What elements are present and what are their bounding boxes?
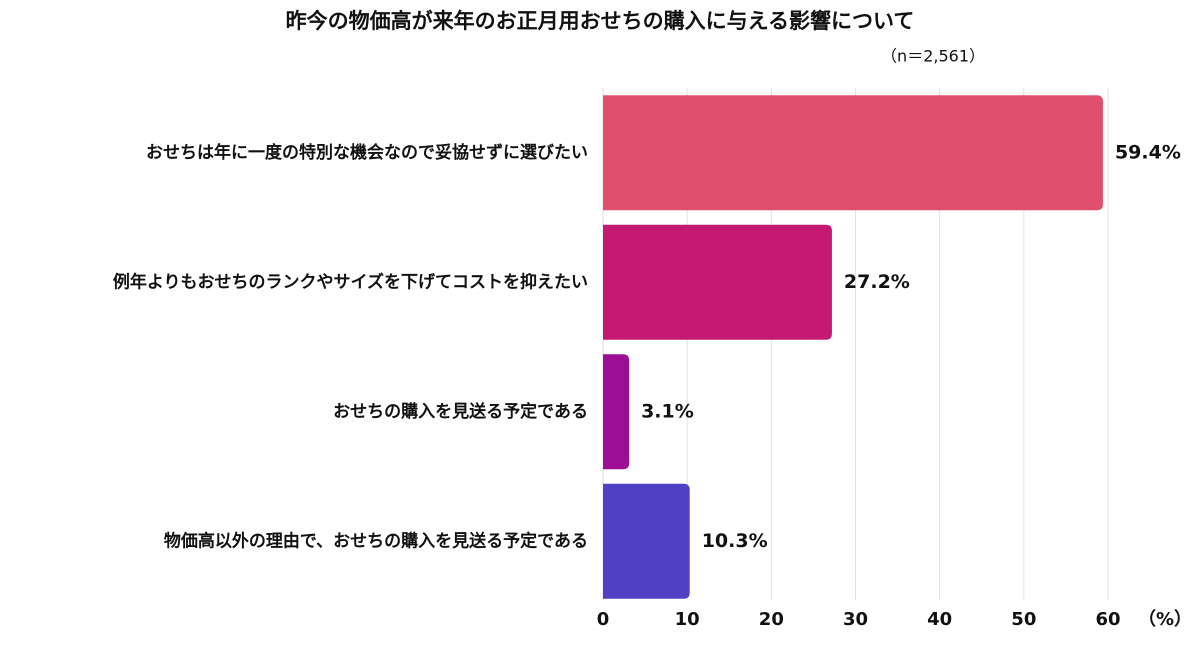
y-tick-label: おせちの購入を見送る予定である xyxy=(333,401,588,422)
value-label: 3.1% xyxy=(641,400,694,422)
bar xyxy=(603,354,630,470)
value-label: 10.3% xyxy=(702,530,768,552)
x-tick-label: 0 xyxy=(597,609,610,630)
x-tick-label: 60 xyxy=(1095,609,1120,630)
bar xyxy=(603,224,832,340)
value-label: 27.2% xyxy=(844,271,910,293)
chart-subtitle: （n＝2,561） xyxy=(881,47,985,66)
y-tick-label: 物価高以外の理由で、おせちの購入を見送る予定である xyxy=(164,530,588,551)
bar xyxy=(603,483,690,599)
bar xyxy=(603,95,1103,211)
x-tick-label: 30 xyxy=(843,609,868,630)
x-tick-label: 40 xyxy=(927,609,952,630)
chart-title: 昨今の物価高が来年のお正月用おせちの購入に与える影響について xyxy=(286,9,915,33)
y-tick-label: 例年よりもおせちのランクやサイズを下げてコストを抑えたい xyxy=(113,271,588,292)
x-tick-label: 10 xyxy=(675,609,700,630)
x-unit-label: （%） xyxy=(1138,609,1192,630)
x-tick-label: 20 xyxy=(759,609,784,630)
value-label: 59.4% xyxy=(1115,141,1181,163)
y-tick-label: おせちは年に一度の特別な機会なので妥協せずに選びたい xyxy=(146,142,588,163)
x-tick-label: 50 xyxy=(1011,609,1036,630)
